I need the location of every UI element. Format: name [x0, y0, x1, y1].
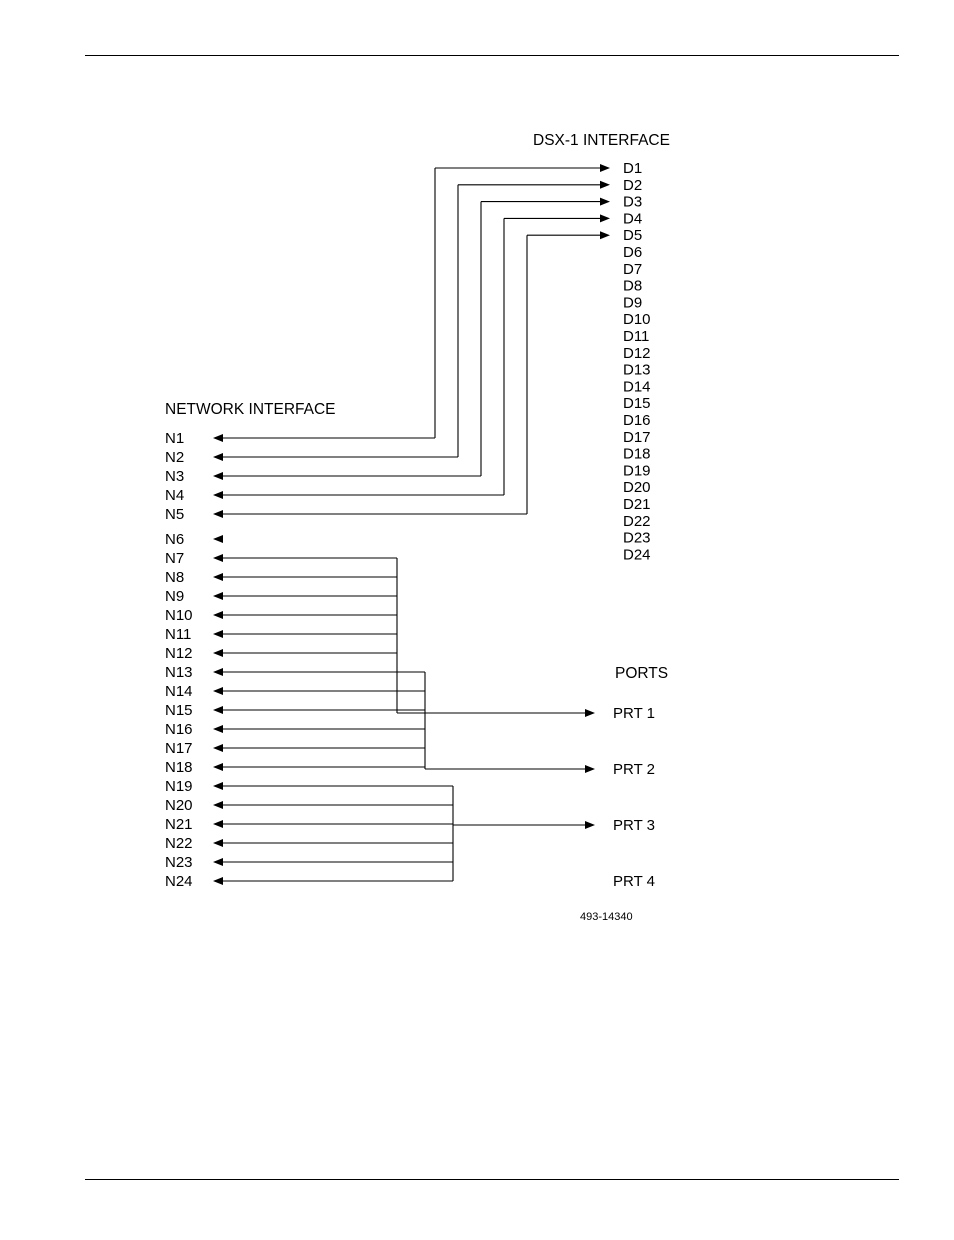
- network-label: N3: [165, 468, 184, 485]
- dsx-label: D20: [623, 479, 651, 496]
- port-label: PRT 4: [613, 873, 655, 890]
- network-label: N11: [165, 626, 191, 643]
- network-label: N24: [165, 873, 193, 890]
- dsx-label: D9: [623, 294, 642, 311]
- network-label: N16: [165, 721, 193, 738]
- dsx-label: D1: [623, 160, 642, 177]
- network-label: N5: [165, 506, 184, 523]
- network-label: N7: [165, 550, 184, 567]
- dsx-label: D2: [623, 177, 642, 194]
- network-label: N10: [165, 607, 193, 624]
- dsx-label: D7: [623, 261, 642, 278]
- dsx-label: D10: [623, 311, 651, 328]
- dsx-label: D22: [623, 513, 651, 530]
- network-label: N13: [165, 664, 193, 681]
- network-label: N15: [165, 702, 193, 719]
- dsx-label: D21: [623, 496, 651, 513]
- network-interface-header: NETWORK INTERFACE: [165, 401, 336, 418]
- network-label: N23: [165, 854, 193, 871]
- dsx-label: D4: [623, 210, 642, 227]
- header-rule: [85, 55, 899, 56]
- network-label: N12: [165, 645, 193, 662]
- dsx-label: D12: [623, 345, 651, 362]
- network-label: N20: [165, 797, 193, 814]
- dsx-label: D11: [623, 328, 649, 345]
- dsx-label: D13: [623, 362, 651, 379]
- port-label: PRT 3: [613, 817, 655, 834]
- dsx-label: D24: [623, 546, 651, 563]
- port-label: PRT 1: [613, 705, 655, 722]
- port-label: PRT 2: [613, 761, 655, 778]
- dsx-label: D3: [623, 194, 642, 211]
- network-label: N2: [165, 449, 184, 466]
- network-label: N4: [165, 487, 184, 504]
- network-label: N22: [165, 835, 193, 852]
- network-label: N14: [165, 683, 193, 700]
- dsx-label: D15: [623, 395, 651, 412]
- dsx-label: D19: [623, 462, 651, 479]
- network-label: N19: [165, 778, 193, 795]
- dsx-label: D5: [623, 227, 642, 244]
- dsx-label: D8: [623, 278, 642, 295]
- network-label: N8: [165, 569, 184, 586]
- diagram-svg: NETWORK INTERFACE DSX-1 INTERFACE PORTS N1 N…: [0, 0, 954, 1235]
- network-label: N1: [165, 430, 184, 447]
- network-label: N6: [165, 531, 184, 548]
- dsx-label: D6: [623, 244, 642, 261]
- dsx-label: D14: [623, 378, 651, 395]
- network-label: N21: [165, 816, 193, 833]
- dsx-label: D18: [623, 446, 651, 463]
- ports-header: PORTS: [615, 665, 668, 682]
- network-label: N9: [165, 588, 184, 605]
- page: NETWORK INTERFACE DSX-1 INTERFACE PORTS N1 N…: [0, 0, 954, 1235]
- dsx-label: D23: [623, 530, 651, 547]
- network-label: N18: [165, 759, 193, 776]
- reference-number: 493-14340: [580, 911, 633, 923]
- dsx-label: D17: [623, 429, 651, 446]
- dsx-label: D16: [623, 412, 651, 429]
- network-label: N17: [165, 740, 193, 757]
- dsx1-interface-header: DSX-1 INTERFACE: [533, 132, 670, 149]
- footer-rule: [85, 1179, 899, 1180]
